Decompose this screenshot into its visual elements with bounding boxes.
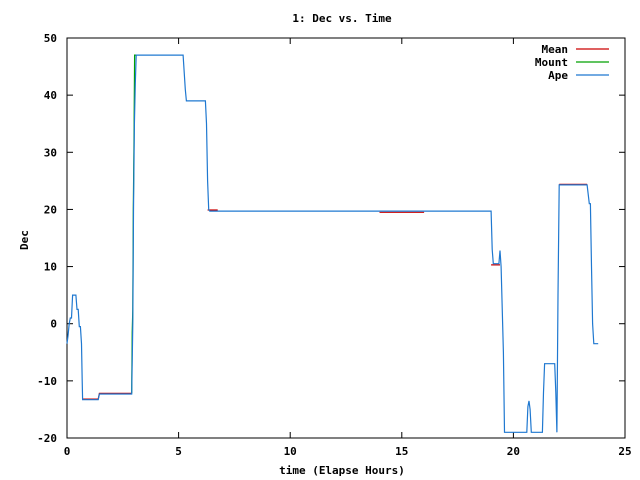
series-layer xyxy=(66,54,599,433)
legend-label-mean: Mean xyxy=(542,43,569,56)
x-tick-label: 20 xyxy=(507,445,520,458)
x-tick-label: 10 xyxy=(284,445,297,458)
chart-title: 1: Dec vs. Time xyxy=(292,12,392,25)
y-tick-label: -10 xyxy=(37,375,57,388)
y-tick-label: 10 xyxy=(44,261,57,274)
y-tick-label: -20 xyxy=(37,432,57,445)
x-tick-label: 15 xyxy=(395,445,408,458)
x-tick-label: 5 xyxy=(175,445,182,458)
y-tick-label: 40 xyxy=(44,89,57,102)
y-tick-label: 20 xyxy=(44,203,57,216)
axis-ticks: 0 5 10 15 20 25 -20 -10 0 10 20 30 40 50 xyxy=(37,32,632,458)
y-axis-label: Dec xyxy=(18,230,31,250)
x-tick-label: 0 xyxy=(64,445,71,458)
x-axis-label: time (Elapse Hours) xyxy=(279,464,405,477)
series-line-ape xyxy=(66,54,599,433)
x-tick-label: 25 xyxy=(618,445,631,458)
legend-label-ape: Ape xyxy=(548,69,568,82)
legend-label-mount: Mount xyxy=(535,56,568,69)
y-tick-label: 0 xyxy=(50,318,57,331)
series-line-mean xyxy=(82,183,588,400)
y-tick-label: 50 xyxy=(44,32,57,45)
plot-area-frame xyxy=(66,37,626,439)
y-tick-label: 30 xyxy=(44,146,57,159)
